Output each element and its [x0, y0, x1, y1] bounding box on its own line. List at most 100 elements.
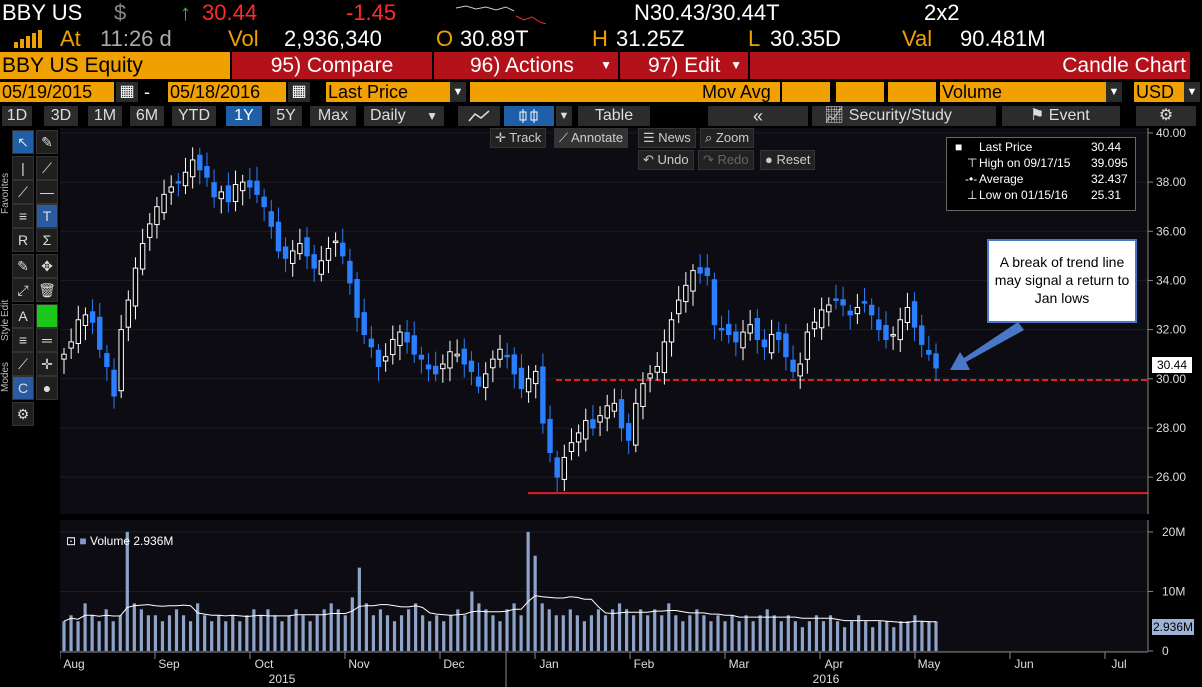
fibonacci-icon[interactable]: Σ — [36, 228, 58, 252]
dropdown-arrow-icon: ▼ — [730, 58, 742, 72]
crosshair-icon[interactable]: ✛ — [36, 352, 58, 376]
redo-button[interactable]: ↷ Redo — [698, 150, 754, 170]
draw-icon[interactable]: ✎ — [12, 254, 34, 278]
overlay-select[interactable]: Mov Avg — [700, 82, 780, 102]
candle-body — [833, 298, 839, 301]
volume-bar — [308, 621, 312, 651]
zoom-button[interactable]: ⌕ Zoom — [700, 128, 755, 148]
track-button[interactable]: ✛ Track — [490, 128, 547, 148]
snap-icon[interactable]: C — [12, 376, 34, 400]
overlay-param-3[interactable] — [888, 82, 936, 102]
font-style-icon[interactable]: A — [12, 304, 34, 328]
candle-body — [282, 246, 289, 259]
period-5y[interactable]: 5Y — [270, 106, 302, 126]
period-3d[interactable]: 3D — [44, 106, 78, 126]
average-marker-icon: -•- — [965, 172, 978, 186]
dropdown-arrow-icon[interactable]: ▼ — [1184, 82, 1200, 102]
vertical-line-icon[interactable]: | — [12, 156, 34, 180]
candle-body — [754, 318, 761, 340]
volume-bar — [878, 621, 882, 651]
annotation-callout[interactable]: A break of trend line may signal a retur… — [987, 239, 1137, 323]
calendar-icon[interactable]: ▦ — [116, 82, 138, 102]
volume-bar — [857, 615, 861, 651]
channel-icon[interactable]: ≡ — [12, 204, 34, 228]
volume-bar — [519, 615, 523, 651]
magnet-icon[interactable]: ⤢ — [12, 278, 34, 302]
month-label: Apr — [825, 657, 844, 671]
pencil-icon[interactable]: ✎ — [36, 130, 58, 154]
volume-tick-label: 10M — [1162, 584, 1185, 598]
event-button[interactable]: ⚑ Event — [1002, 106, 1120, 126]
frequency-select[interactable]: Daily ▼ — [364, 106, 444, 126]
low-marker-icon: ⊥ — [967, 188, 978, 202]
candle-body — [354, 278, 360, 318]
ruler-icon[interactable]: ⟋ — [12, 352, 34, 376]
volume-bar — [470, 591, 474, 651]
line-style-icon[interactable]: ≡ — [12, 328, 34, 352]
reset-label: Reset — [776, 152, 811, 167]
security-field[interactable]: BBY US Equity — [0, 52, 230, 79]
color-swatch-icon[interactable] — [36, 304, 58, 328]
candle-body — [818, 309, 825, 329]
period-ytd[interactable]: YTD — [172, 106, 216, 126]
candle-body — [211, 182, 217, 198]
dropdown-arrow-icon[interactable]: ▼ — [1106, 82, 1122, 102]
volume-bar — [371, 615, 376, 651]
month-label: Mar — [729, 657, 750, 671]
security-study-button[interactable]: 📈︎ Security/Study — [812, 106, 996, 126]
candle-chart-icon[interactable] — [504, 106, 554, 126]
open-value: 30.89T — [460, 26, 529, 51]
month-label: May — [918, 657, 941, 671]
period-1m[interactable]: 1M — [88, 106, 122, 126]
dropdown-arrow-icon[interactable]: ▼ — [556, 106, 572, 126]
line-chart-icon[interactable] — [458, 106, 500, 126]
end-date-input[interactable]: 05/18/2016 — [168, 82, 286, 102]
volume-bar — [793, 621, 797, 651]
edit-button[interactable]: 97) Edit ▼ — [620, 52, 748, 79]
volume-bar — [329, 603, 333, 651]
dropdown-arrow-icon[interactable]: ▼ — [450, 82, 466, 102]
low-value: 30.35D — [770, 26, 841, 51]
period-1d[interactable]: 1D — [2, 106, 32, 126]
pointer-icon[interactable]: ↖ — [12, 130, 34, 154]
collapse-chevrons-icon[interactable]: « — [708, 106, 808, 126]
candle-body — [711, 279, 718, 326]
calendar-icon[interactable]: ▦ — [288, 82, 310, 102]
price-tick-label: 32.00 — [1156, 323, 1186, 337]
legend-high-value: 39.095 — [1091, 156, 1128, 170]
palette-icon[interactable]: ● — [36, 376, 58, 400]
candle-body — [919, 325, 925, 345]
trend-line-icon[interactable]: ⟋ — [36, 156, 58, 180]
period-max[interactable]: Max — [310, 106, 356, 126]
volume-bar — [104, 609, 108, 651]
volume-bar — [343, 615, 347, 651]
currency-select[interactable]: USD — [1134, 82, 1184, 102]
period-1y[interactable]: 1Y — [226, 106, 262, 126]
settings-gear-icon[interactable]: ⚙ — [12, 402, 34, 426]
news-button[interactable]: ☰ News — [638, 128, 696, 148]
trash-icon[interactable]: 🗑︎ — [36, 278, 58, 302]
period-6m[interactable]: 6M — [130, 106, 164, 126]
month-label: Jan — [539, 657, 558, 671]
actions-button[interactable]: 96) Actions ▼ — [434, 52, 618, 79]
start-date-input[interactable]: 05/19/2015 — [0, 82, 114, 102]
field-select[interactable]: Last Price — [326, 82, 450, 102]
overlay-param-2[interactable] — [836, 82, 884, 102]
line-weight-icon[interactable]: ═ — [36, 328, 58, 352]
retracement-icon[interactable]: R — [12, 228, 34, 252]
ray-line-icon[interactable]: ⟋ — [12, 180, 34, 204]
horizontal-line-icon[interactable]: — — [36, 180, 58, 204]
lower-study-select[interactable]: Volume — [940, 82, 1106, 102]
annotate-button[interactable]: ⟋ Annotate — [554, 128, 629, 148]
chart-area[interactable]: 40.00 38.00 36.00 34.00 32.00 30.00 28.00 26.00… — [60, 128, 1202, 687]
undo-button[interactable]: ↶ Undo — [638, 150, 694, 170]
compare-button[interactable]: 95) Compare — [232, 52, 432, 79]
move-icon[interactable]: ✥ — [36, 254, 58, 278]
text-tool-icon[interactable]: T — [36, 204, 58, 228]
overlay-param-1[interactable] — [782, 82, 830, 102]
reset-button[interactable]: ● Reset — [760, 150, 816, 170]
candle-body — [590, 419, 596, 429]
gear-icon[interactable]: ⚙ — [1136, 106, 1196, 126]
table-button[interactable]: Table — [578, 106, 650, 126]
month-label: Feb — [634, 657, 655, 671]
